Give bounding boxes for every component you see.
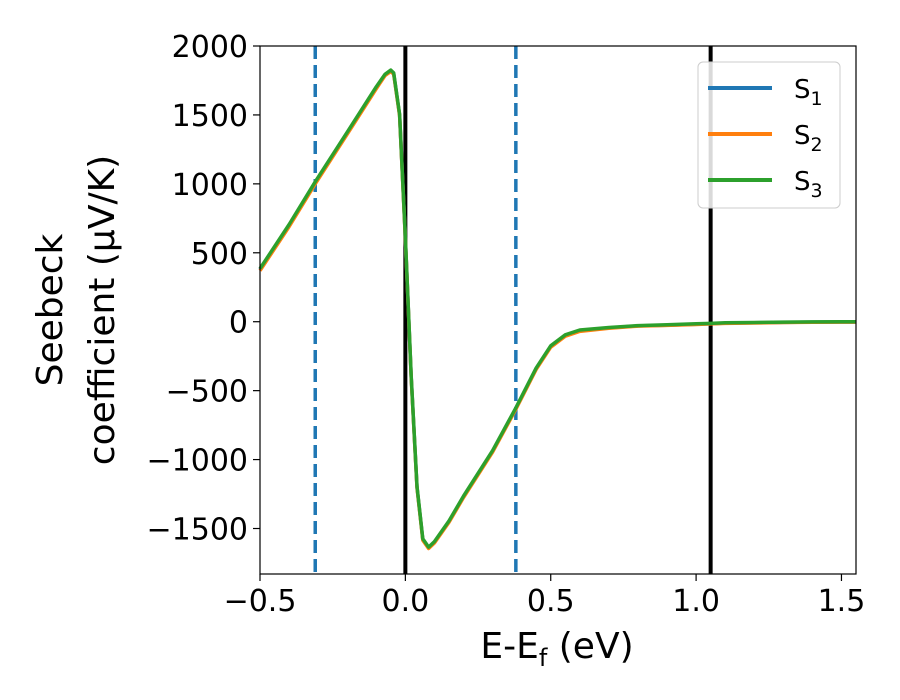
- y-tick-label: −500: [166, 375, 248, 410]
- y-tick-label: 0: [229, 306, 248, 341]
- x-axis-ticks: −0.5 0.0 0.5 1.0 1.5: [224, 574, 866, 619]
- legend-label-2: S2: [794, 121, 823, 156]
- y-axis-ticks: −1500 −1000 −500 0 500 1000 1500 2000: [147, 30, 260, 548]
- x-axis-label: E-Ef (eV): [480, 626, 633, 672]
- series-lines: [258, 68, 856, 551]
- x-tick-label: 1.0: [672, 584, 720, 619]
- legend-label-1: S1: [794, 75, 823, 110]
- legend: S1 S2 S3: [697, 61, 841, 209]
- vertical-reference-lines: [313, 46, 713, 574]
- legend-label-3: S3: [794, 167, 823, 202]
- x-tick-label: −0.5: [224, 584, 297, 619]
- x-tick-label: 1.5: [818, 584, 866, 619]
- y-axis-label-line1: Seebeck: [30, 233, 71, 386]
- y-tick-label: 500: [191, 237, 248, 272]
- y-axis-label-line2: coefficient (μV/K): [82, 155, 123, 465]
- y-tick-label: 2000: [172, 30, 248, 65]
- y-tick-label: −1500: [147, 513, 248, 548]
- plot-frame: [259, 45, 857, 575]
- y-tick-label: 1000: [172, 168, 248, 203]
- x-tick-label: 0.5: [527, 584, 575, 619]
- series-line-3: [258, 68, 856, 549]
- y-tick-label: −1000: [147, 444, 248, 479]
- y-tick-label: 1500: [172, 99, 248, 134]
- x-tick-label: 0.0: [382, 584, 430, 619]
